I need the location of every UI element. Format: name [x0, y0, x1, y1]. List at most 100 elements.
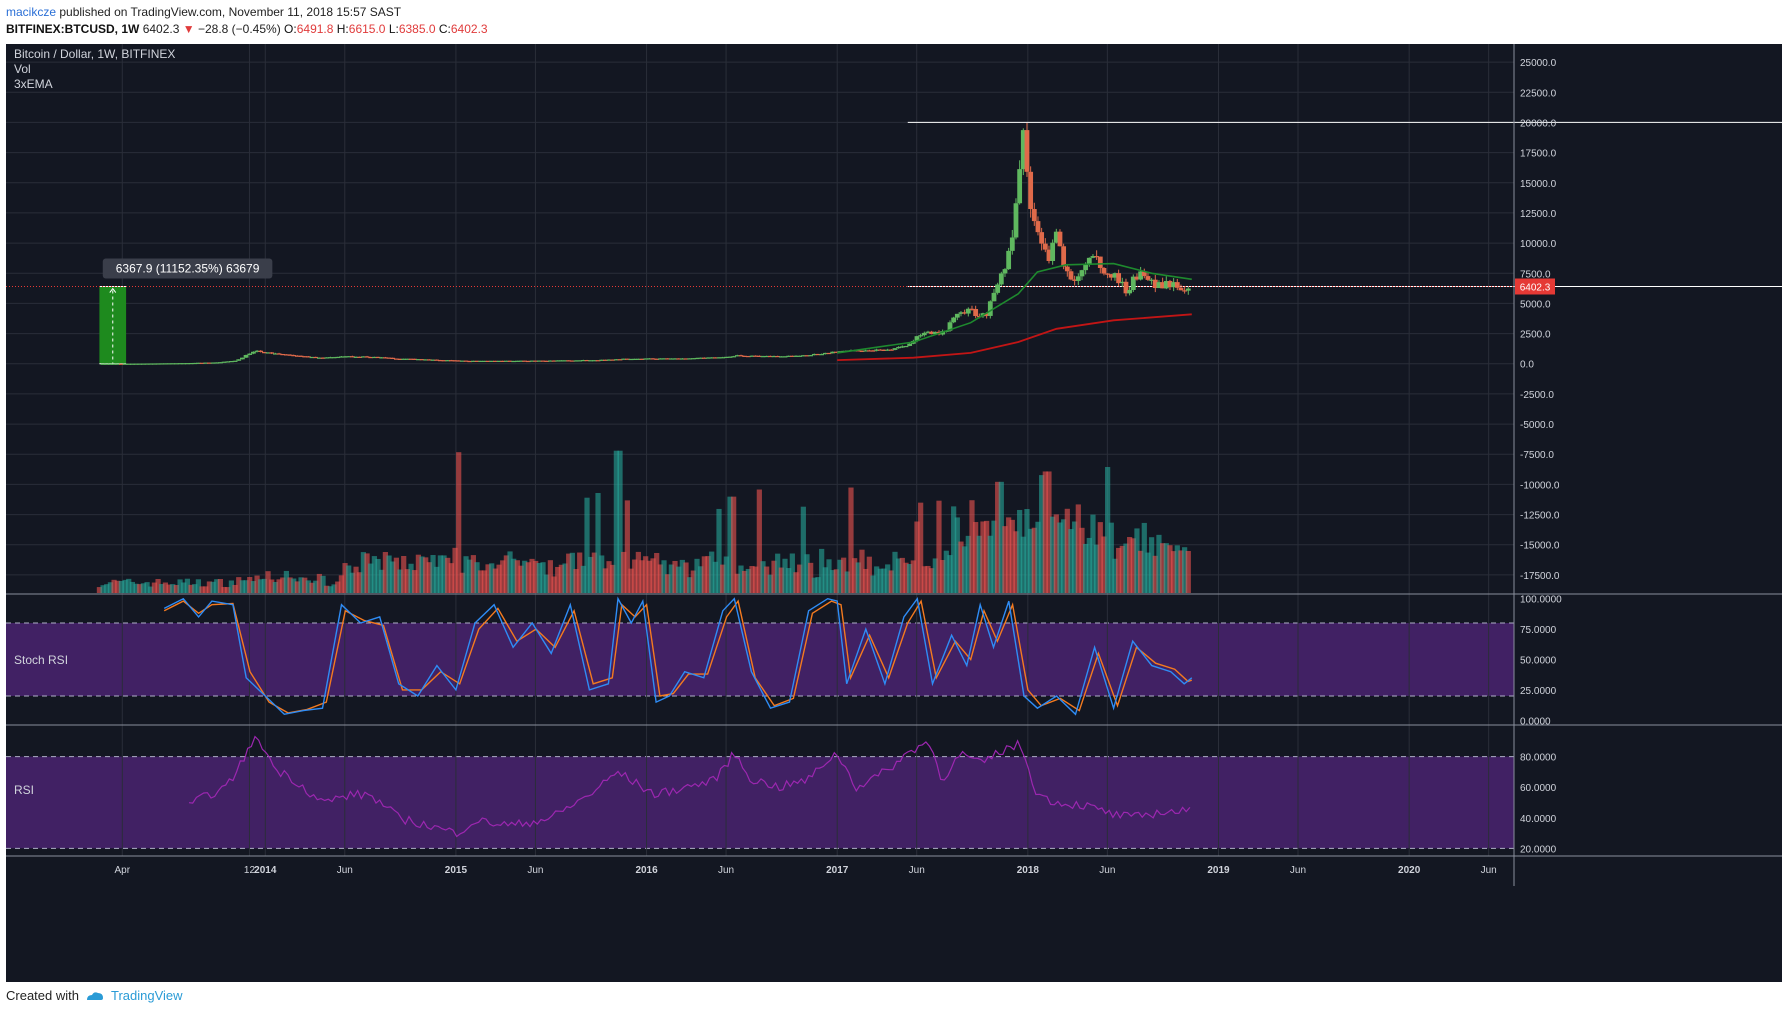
candle-body — [152, 363, 157, 365]
candle-body — [584, 360, 590, 362]
candle-body — [338, 356, 344, 358]
volume-bar — [485, 564, 491, 593]
volume-bar — [870, 575, 876, 593]
volume-bar — [650, 558, 656, 593]
volume-bar — [258, 579, 264, 593]
candle-body — [349, 356, 355, 358]
candle-body — [551, 360, 557, 362]
volume-bar — [360, 552, 366, 593]
candle-body — [437, 360, 443, 362]
candle-body — [386, 357, 392, 359]
volume-bar — [760, 561, 766, 593]
tradingview-cloud-icon — [86, 991, 103, 1000]
volume-bar — [331, 584, 337, 593]
candle-body — [1178, 287, 1184, 291]
volume-bar — [423, 557, 429, 593]
tradingview-brand-link[interactable]: TradingView — [110, 988, 183, 1003]
volume-bar — [954, 517, 960, 593]
candle-body — [144, 363, 150, 365]
candle-body — [580, 360, 586, 362]
volume-bar — [841, 557, 847, 593]
volume-bar — [489, 563, 495, 593]
volume-bar — [679, 559, 685, 593]
candle-body — [833, 351, 839, 353]
volume-bar — [727, 496, 733, 593]
ema-red-line — [837, 313, 1192, 361]
rsi-tick-label: 40.0000 — [1520, 814, 1557, 825]
candle-body — [877, 349, 883, 351]
volume-bar — [349, 572, 355, 593]
price-tick-label: 15000.0 — [1520, 179, 1557, 190]
candle-body — [382, 357, 388, 359]
volume-bar — [965, 535, 971, 593]
volume-bar — [481, 570, 487, 593]
candle-body — [918, 335, 924, 337]
candle-body — [815, 353, 821, 356]
price-tick-label: -15000.0 — [1520, 541, 1560, 552]
candle-body — [155, 363, 161, 365]
volume-bar — [335, 581, 341, 593]
candle-body — [764, 355, 770, 358]
volume-bar — [584, 497, 590, 593]
candle-body — [540, 360, 546, 362]
author-link[interactable]: macikcze — [6, 5, 57, 19]
candle-body — [170, 363, 176, 365]
volume-bar — [749, 566, 755, 593]
candle-body — [1075, 276, 1081, 281]
volume-bar — [1039, 475, 1045, 593]
candle-body — [969, 308, 975, 310]
volume-bar — [126, 578, 132, 593]
candle-body — [881, 349, 887, 351]
candle-body — [591, 360, 597, 362]
volume-bar — [661, 560, 667, 593]
volume-bar — [1163, 543, 1169, 593]
candle-body — [419, 359, 425, 361]
candle-body — [463, 360, 469, 362]
time-tick-label: 2018 — [1017, 865, 1040, 876]
candle-body — [1006, 250, 1012, 270]
candle-body — [1031, 209, 1037, 222]
candle-body — [1017, 169, 1023, 204]
footer: Created with TradingView — [6, 988, 183, 1003]
volume-bar — [1108, 522, 1114, 593]
volume-bar — [1171, 551, 1177, 593]
volume-bar — [1134, 528, 1140, 593]
volume-bar — [1101, 536, 1107, 593]
volume-bar — [1178, 550, 1184, 593]
volume-bar — [448, 563, 454, 593]
volume-bar — [800, 506, 806, 593]
volume-bar — [320, 575, 326, 593]
volume-bar — [1112, 558, 1118, 593]
volume-bar — [808, 562, 814, 593]
candle-body — [1149, 279, 1155, 281]
candle-body — [500, 360, 506, 363]
candle-body — [254, 350, 260, 352]
candle-body — [368, 356, 374, 359]
candle-body — [276, 353, 282, 355]
time-tick-label: Apr — [115, 865, 131, 876]
stoch-d-line — [163, 599, 1193, 714]
candle-body — [1009, 237, 1015, 251]
candle-body — [782, 356, 788, 358]
high-label: H: — [336, 22, 349, 36]
time-tick-label: Jun — [1481, 865, 1497, 876]
time-tick-label: Jun — [337, 865, 353, 876]
volume-bar — [115, 580, 121, 593]
volume-bar — [236, 577, 242, 593]
price-tick-label: 10000.0 — [1520, 239, 1557, 250]
candle-body — [236, 359, 242, 361]
volume-bar — [221, 586, 227, 593]
candle-body — [914, 336, 920, 342]
candle-body — [379, 357, 385, 359]
chart-canvas[interactable]: 6367.9 (11152.35%) 6367913540.9 (210.75%… — [6, 44, 1782, 982]
measurement-boxes: 6367.9 (11152.35%) 6367913540.9 (210.75%… — [6, 121, 1782, 365]
volume-bar — [100, 585, 106, 593]
volume-bar — [1167, 545, 1173, 593]
candle-body — [811, 353, 817, 356]
volume-bar — [1138, 550, 1144, 593]
candle-body — [1123, 281, 1129, 294]
volume-bar — [239, 580, 245, 593]
volume-bar — [437, 555, 443, 593]
candle-body — [602, 359, 608, 361]
candle-body — [712, 357, 718, 359]
